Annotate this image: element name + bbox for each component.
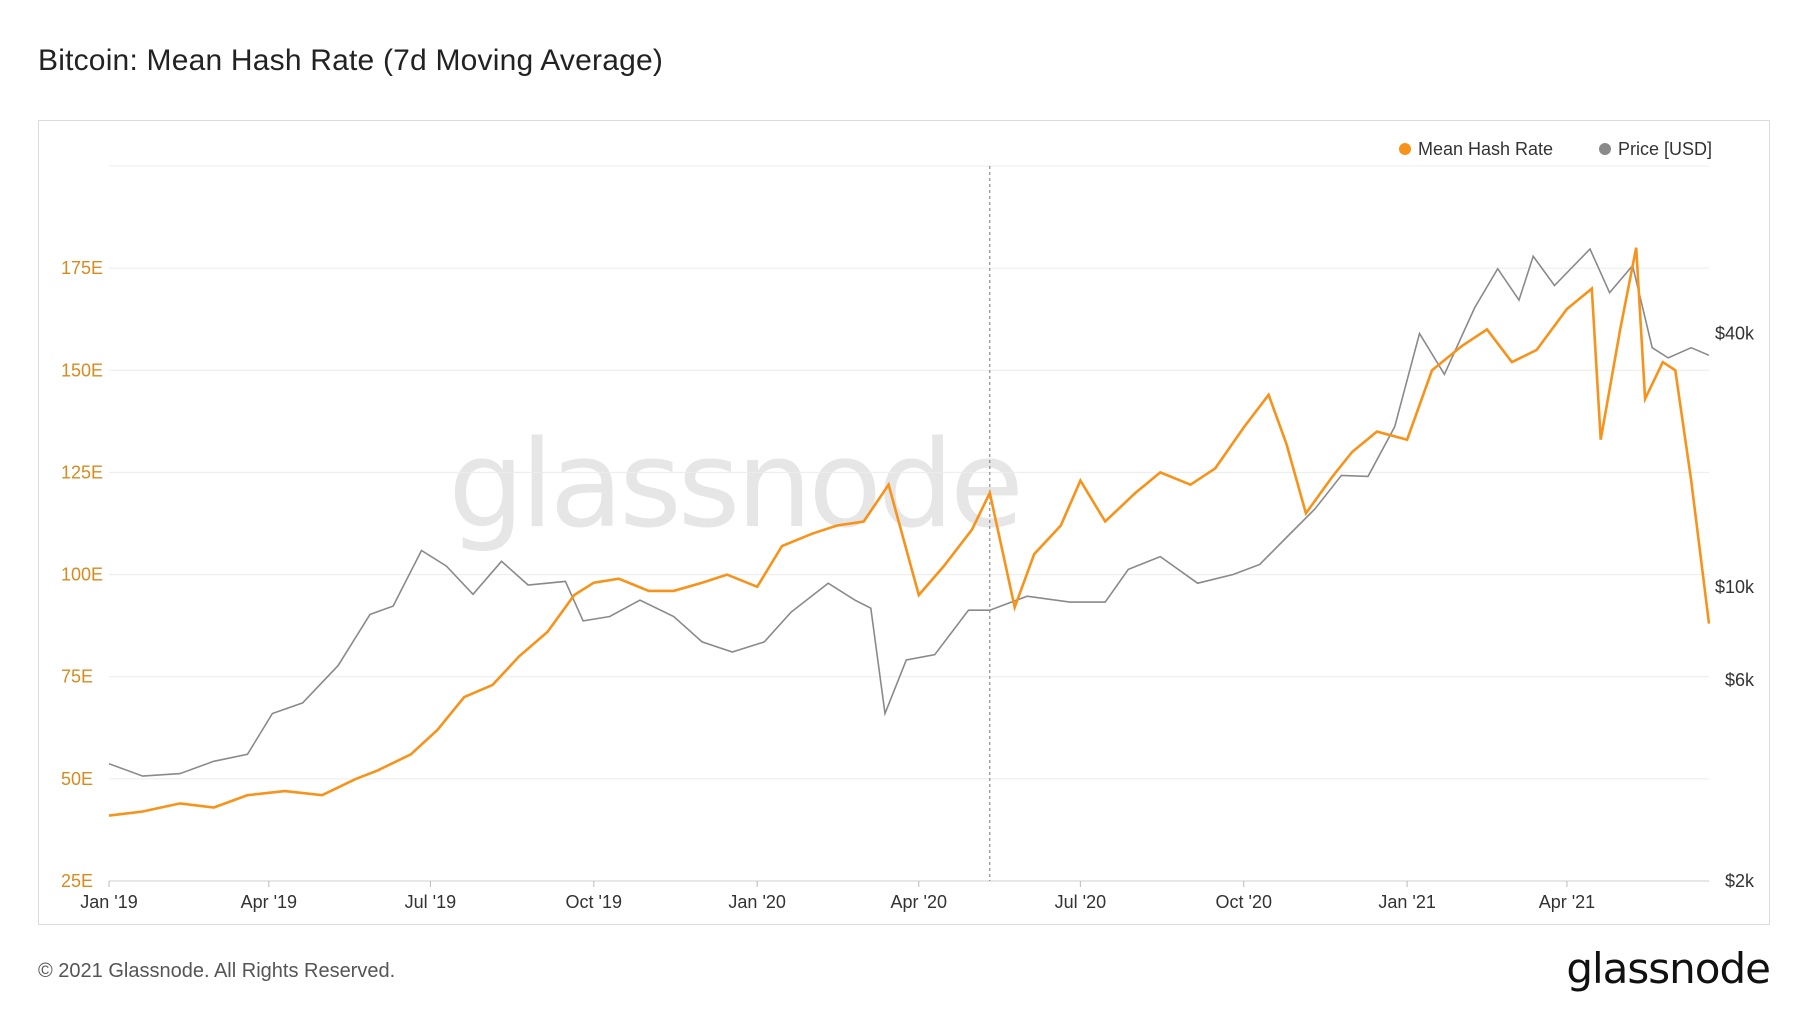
x-axis-ticks: Jan '19 Apr '19 Jul '19 Oct '19 Jan '20 Apr '… bbox=[80, 881, 1595, 912]
left-axis-ticks: 25E 50E 75E 100E 125E 150E 175E bbox=[61, 258, 103, 891]
left-axis-tick-label: 25E bbox=[61, 871, 93, 891]
series-line-price bbox=[108, 247, 1710, 777]
legend-label-price[interactable]: Price [USD] bbox=[1618, 139, 1712, 159]
gridlines bbox=[109, 165, 1709, 882]
legend: Mean Hash Rate Price [USD] bbox=[1399, 139, 1712, 159]
right-axis-tick-label: $2k bbox=[1725, 871, 1755, 891]
left-axis-tick-label: 175E bbox=[61, 258, 103, 278]
chart-panel: glassnode Jan '19 Apr '19 Jul '19 Oct '19 Ja… bbox=[38, 120, 1770, 925]
x-axis-tick-label: Oct '20 bbox=[1216, 892, 1272, 912]
left-axis-tick-label: 75E bbox=[61, 667, 93, 687]
page-title: Bitcoin: Mean Hash Rate (7d Moving Avera… bbox=[38, 44, 664, 77]
x-axis-tick-label: Apr '20 bbox=[891, 892, 947, 912]
x-axis-tick-label: Oct '19 bbox=[566, 892, 622, 912]
x-axis-tick-label: Jan '19 bbox=[80, 892, 137, 912]
x-axis-tick-label: Jul '20 bbox=[1055, 892, 1106, 912]
x-axis-tick-label: Jul '19 bbox=[405, 892, 456, 912]
series-line-hash-rate bbox=[108, 247, 1711, 817]
legend-label-hash-rate[interactable]: Mean Hash Rate bbox=[1418, 139, 1553, 159]
right-axis-tick-label: $10k bbox=[1715, 577, 1755, 597]
x-axis-tick-label: Apr '21 bbox=[1539, 892, 1595, 912]
right-axis-ticks: $2k $6k $10k $40k bbox=[1715, 323, 1755, 891]
right-axis-tick-label: $6k bbox=[1725, 670, 1755, 690]
left-axis-tick-label: 100E bbox=[61, 565, 103, 585]
legend-marker-hash-rate bbox=[1399, 143, 1411, 155]
watermark-text: glassnode bbox=[448, 416, 1020, 555]
x-axis-tick-label: Apr '19 bbox=[241, 892, 297, 912]
left-axis-tick-label: 150E bbox=[61, 360, 103, 380]
left-axis-tick-label: 50E bbox=[61, 769, 93, 789]
left-axis-tick-label: 125E bbox=[61, 462, 103, 482]
hash-rate-chart: glassnode Jan '19 Apr '19 Jul '19 Oct '19 Ja… bbox=[61, 139, 1755, 912]
copyright-text: © 2021 Glassnode. All Rights Reserved. bbox=[38, 960, 396, 982]
legend-marker-price bbox=[1599, 143, 1611, 155]
right-axis-tick-label: $40k bbox=[1715, 323, 1755, 343]
x-axis-tick-label: Jan '20 bbox=[728, 892, 785, 912]
x-axis-tick-label: Jan '21 bbox=[1378, 892, 1435, 912]
glassnode-logo: glassnode bbox=[1566, 944, 1771, 993]
